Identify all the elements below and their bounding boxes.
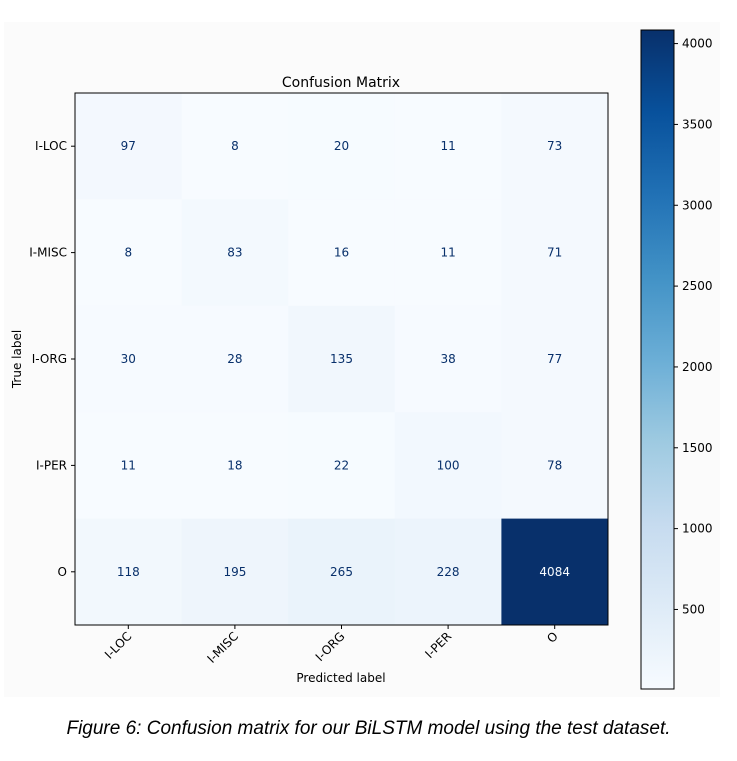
colorbar-tick-label: 4000	[682, 37, 713, 51]
cell-value: 11	[440, 139, 455, 153]
chart-title: Confusion Matrix	[282, 75, 400, 91]
y-axis-label: True label	[10, 330, 24, 389]
y-tick-label: I-ORG	[32, 352, 67, 366]
cell-value: 83	[227, 246, 242, 260]
y-axis-ticks: I-LOC I-MISC I-ORG I-PER O	[29, 139, 75, 579]
colorbar-tick-label: 1000	[682, 522, 713, 536]
heatmap-cell	[181, 518, 289, 626]
heatmap-cell	[394, 199, 502, 307]
colorbar-ticks: 4000 3500 3000 2500 2000 1500 1000 500	[674, 37, 713, 616]
heatmap-cell	[181, 199, 289, 307]
cell-value: 22	[334, 458, 349, 472]
y-tick-label: O	[58, 565, 67, 579]
heatmap-cell	[394, 412, 502, 520]
colorbar-tick-label: 3500	[682, 117, 713, 131]
cell-value: 38	[440, 352, 455, 366]
heatmap-cell	[394, 93, 502, 200]
y-tick-label: I-LOC	[35, 139, 67, 153]
confusion-matrix-figure: Confusion Matrix 97 8 20 11 73 8 83 16 11 71 30 28 1…	[10, 29, 713, 690]
cell-value: 73	[547, 139, 562, 153]
cell-value: 71	[547, 246, 562, 260]
heatmap-cell	[501, 93, 609, 200]
heatmap-cell	[288, 412, 396, 520]
cell-value: 8	[124, 246, 132, 260]
colorbar-tick-label: 3000	[682, 198, 713, 212]
heatmap-cell	[288, 305, 396, 413]
heatmap-cell	[181, 93, 289, 200]
cell-value: 195	[223, 565, 246, 579]
heatmap-cell	[75, 412, 183, 520]
heatmap-cell	[288, 199, 396, 307]
figure-caption: Figure 6: Confusion matrix for our BiLST…	[66, 718, 671, 739]
heatmap-cell	[181, 412, 289, 520]
heatmap-cell	[75, 305, 183, 413]
cell-value: 135	[330, 352, 353, 366]
heatmap-cell	[288, 518, 396, 626]
heatmap-cell	[501, 412, 609, 520]
cell-value: 11	[121, 458, 136, 472]
heatmap-cell	[75, 518, 183, 626]
colorbar-tick-label: 2000	[682, 360, 713, 374]
colorbar-tick-label: 2500	[682, 279, 713, 293]
cell-value: 100	[437, 458, 460, 472]
cell-value: 20	[334, 139, 349, 153]
heatmap-cell-labels: 97 8 20 11 73 8 83 16 11 71 30 28 135 38 77 11 18 22 100 78…	[117, 139, 570, 579]
cell-value: 77	[547, 352, 562, 366]
heatmap-cell	[501, 199, 609, 307]
cell-value: 265	[330, 565, 353, 579]
cell-value: 30	[121, 352, 136, 366]
heatmap-cell	[75, 93, 183, 200]
heatmap-cell	[394, 305, 502, 413]
cell-value: 11	[440, 246, 455, 260]
cell-value: 78	[547, 458, 562, 472]
colorbar-tick-label: 500	[682, 602, 705, 616]
cell-value: 16	[334, 246, 349, 260]
cell-value: 97	[121, 139, 136, 153]
heatmap-cell	[394, 518, 502, 626]
heatmap-cell	[501, 305, 609, 413]
heatmap-cell	[501, 518, 609, 626]
cell-value: 4084	[539, 565, 570, 579]
cell-value: 118	[117, 565, 140, 579]
heatmap-cell	[75, 199, 183, 307]
heatmap-cells	[75, 93, 609, 626]
colorbar	[640, 29, 675, 690]
heatmap-cell	[181, 305, 289, 413]
colorbar-tick-label: 1500	[682, 441, 713, 455]
heatmap-cell	[288, 93, 396, 200]
cell-value: 28	[227, 352, 242, 366]
y-tick-label: I-PER	[36, 458, 67, 472]
y-tick-label: I-MISC	[29, 246, 67, 260]
cell-value: 18	[227, 458, 242, 472]
x-axis-label: Predicted label	[296, 671, 385, 685]
cell-value: 228	[437, 565, 460, 579]
cell-value: 8	[231, 139, 239, 153]
